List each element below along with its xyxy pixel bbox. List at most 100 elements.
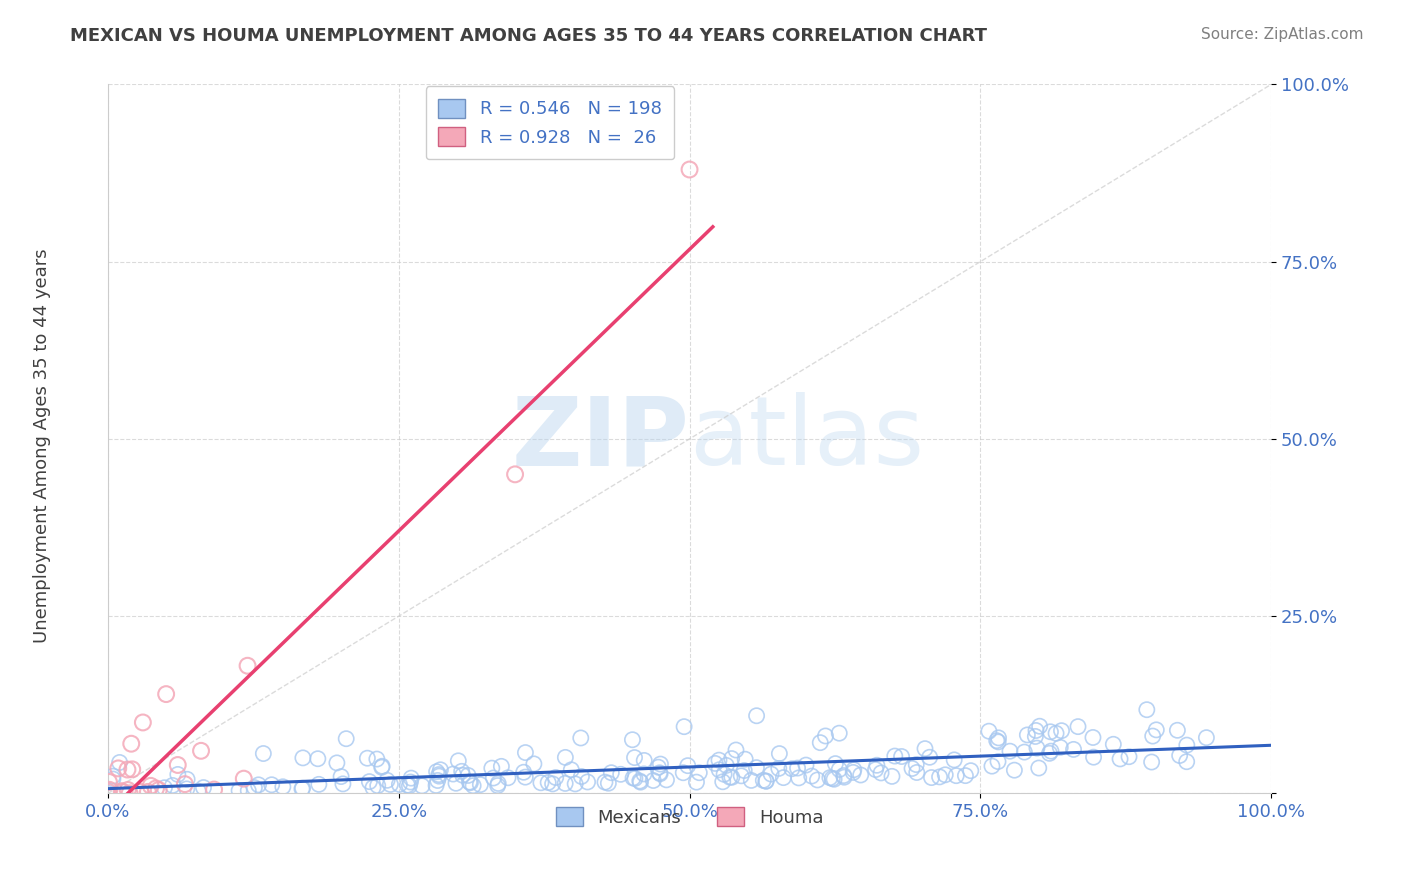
Point bbox=[176, 781, 198, 796]
Point bbox=[986, 733, 1008, 747]
Point bbox=[733, 764, 755, 778]
Point bbox=[755, 774, 778, 789]
Point bbox=[905, 765, 928, 780]
Point bbox=[1063, 742, 1085, 756]
Point bbox=[335, 731, 357, 746]
Point bbox=[1028, 719, 1050, 733]
Point bbox=[842, 763, 865, 777]
Point bbox=[271, 780, 294, 794]
Point bbox=[832, 768, 855, 782]
Point bbox=[444, 776, 467, 790]
Point bbox=[718, 770, 741, 784]
Point bbox=[752, 773, 775, 788]
Point bbox=[768, 761, 790, 775]
Point bbox=[688, 765, 710, 780]
Point bbox=[1045, 726, 1067, 740]
Point bbox=[823, 772, 845, 787]
Point bbox=[1067, 720, 1090, 734]
Point bbox=[716, 758, 738, 772]
Point bbox=[633, 767, 655, 781]
Point bbox=[307, 752, 329, 766]
Point bbox=[866, 758, 889, 772]
Point bbox=[713, 767, 735, 781]
Point bbox=[107, 761, 129, 775]
Point bbox=[326, 756, 349, 770]
Point bbox=[554, 776, 576, 790]
Point bbox=[554, 750, 576, 764]
Point bbox=[901, 762, 924, 776]
Point bbox=[1026, 741, 1049, 756]
Point bbox=[623, 750, 645, 764]
Point bbox=[398, 779, 420, 793]
Point bbox=[914, 741, 936, 756]
Point bbox=[977, 724, 1000, 739]
Point bbox=[745, 708, 768, 723]
Point bbox=[1168, 748, 1191, 763]
Point bbox=[97, 775, 120, 789]
Point bbox=[132, 715, 155, 730]
Point bbox=[155, 687, 177, 701]
Point bbox=[824, 756, 846, 771]
Point bbox=[166, 767, 188, 781]
Point bbox=[232, 772, 254, 786]
Point bbox=[987, 731, 1010, 745]
Point bbox=[865, 763, 887, 777]
Point bbox=[943, 753, 966, 767]
Point bbox=[370, 760, 392, 774]
Point bbox=[463, 779, 485, 793]
Point bbox=[121, 762, 143, 776]
Point bbox=[1142, 729, 1164, 743]
Point bbox=[166, 758, 188, 772]
Point bbox=[359, 774, 381, 789]
Point bbox=[621, 771, 644, 785]
Point bbox=[236, 658, 259, 673]
Point bbox=[117, 783, 139, 797]
Point bbox=[399, 775, 422, 789]
Point bbox=[832, 770, 855, 784]
Point bbox=[806, 772, 828, 787]
Point bbox=[176, 772, 198, 787]
Point bbox=[426, 764, 449, 779]
Point bbox=[685, 775, 707, 789]
Point bbox=[786, 761, 808, 775]
Point bbox=[291, 781, 314, 796]
Point bbox=[399, 771, 422, 785]
Point bbox=[1109, 752, 1132, 766]
Point bbox=[569, 731, 592, 745]
Point bbox=[332, 777, 354, 791]
Point bbox=[1175, 738, 1198, 752]
Point bbox=[709, 763, 731, 777]
Point bbox=[987, 755, 1010, 769]
Point bbox=[1024, 730, 1046, 744]
Point bbox=[934, 768, 956, 782]
Point bbox=[633, 754, 655, 768]
Point bbox=[537, 775, 560, 789]
Legend: Mexicans, Houma: Mexicans, Houma bbox=[548, 800, 831, 834]
Point bbox=[187, 784, 209, 798]
Point bbox=[371, 759, 394, 773]
Point bbox=[564, 777, 586, 791]
Point bbox=[356, 751, 378, 765]
Point bbox=[814, 729, 837, 743]
Point bbox=[426, 773, 449, 788]
Point bbox=[1050, 723, 1073, 738]
Point bbox=[260, 778, 283, 792]
Point bbox=[1017, 728, 1039, 742]
Point bbox=[427, 767, 450, 781]
Text: ZIP: ZIP bbox=[512, 392, 689, 485]
Point bbox=[396, 778, 419, 792]
Point bbox=[118, 786, 141, 800]
Point bbox=[987, 735, 1010, 749]
Point bbox=[883, 749, 905, 764]
Point bbox=[734, 752, 756, 766]
Point bbox=[643, 773, 665, 788]
Point bbox=[120, 737, 142, 751]
Point bbox=[648, 765, 671, 780]
Point bbox=[1144, 723, 1167, 737]
Point bbox=[647, 760, 669, 774]
Point bbox=[361, 780, 384, 795]
Point bbox=[707, 753, 730, 767]
Point bbox=[291, 781, 314, 796]
Point bbox=[808, 736, 831, 750]
Point bbox=[650, 757, 672, 772]
